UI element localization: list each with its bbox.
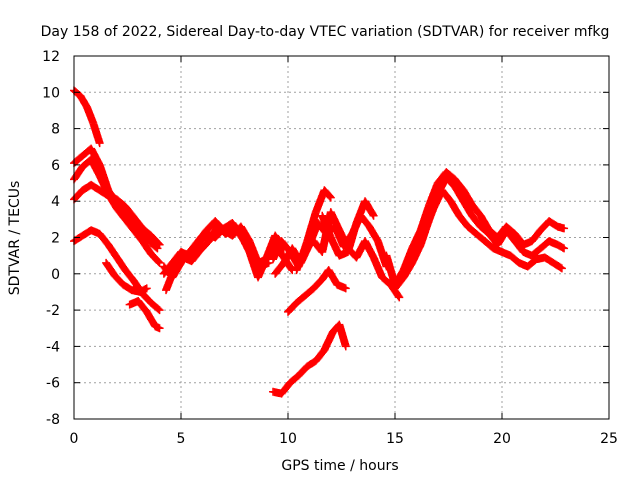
y-tick-label: 6: [51, 158, 60, 174]
x-tick-label: 10: [279, 431, 297, 447]
marker-trail: [71, 181, 163, 248]
series-arc-13: [292, 208, 404, 302]
y-tick-label: 2: [51, 231, 60, 247]
series-arc-6: [102, 258, 151, 296]
x-tick-label: 20: [493, 431, 511, 447]
series-arc-15: [284, 266, 350, 316]
marker-trail: [102, 260, 150, 296]
series-arc-7: [125, 297, 164, 333]
x-tick-label: 25: [600, 431, 618, 447]
y-tick-label: -4: [46, 339, 60, 355]
series-arc-10: [162, 222, 273, 295]
series-arc-16: [269, 320, 350, 398]
y-tick-label: 4: [51, 194, 60, 210]
x-axis-label: GPS time / hours: [281, 458, 398, 474]
series-arc-1: [70, 86, 104, 148]
axis-ticks: [73, 55, 610, 420]
y-axis-label: SDTVAR / TECUs: [7, 181, 23, 296]
chart-title: Day 158 of 2022, Sidereal Day-to-day VTE…: [41, 24, 610, 40]
marker-trail: [162, 223, 272, 293]
y-tick-label: 10: [42, 85, 60, 101]
y-tick-label: 12: [42, 49, 60, 65]
data-points: [70, 86, 569, 398]
y-tick-label: 0: [51, 267, 60, 283]
marker-trail: [270, 321, 350, 398]
marker-trail: [318, 198, 377, 260]
y-tick-label: -8: [46, 412, 60, 428]
x-tick-labels: 0 5 10 15 20 25: [70, 431, 618, 447]
marker-trail: [71, 87, 104, 146]
series-arc-19: [395, 186, 566, 286]
y-tick-label: 8: [51, 122, 60, 138]
marker-trail: [285, 267, 349, 315]
marker-trail: [126, 297, 163, 332]
y-tick-labels: -8 -6 -4 -2 0 2 4 6 8 10 12: [42, 49, 60, 428]
x-tick-label: 15: [386, 431, 404, 447]
y-tick-label: -2: [46, 303, 60, 319]
y-tick-label: -6: [46, 376, 60, 392]
x-tick-label: 5: [177, 431, 186, 447]
marker-trail: [396, 187, 565, 284]
series-arc-14: [318, 197, 378, 260]
x-tick-label: 0: [70, 431, 79, 447]
